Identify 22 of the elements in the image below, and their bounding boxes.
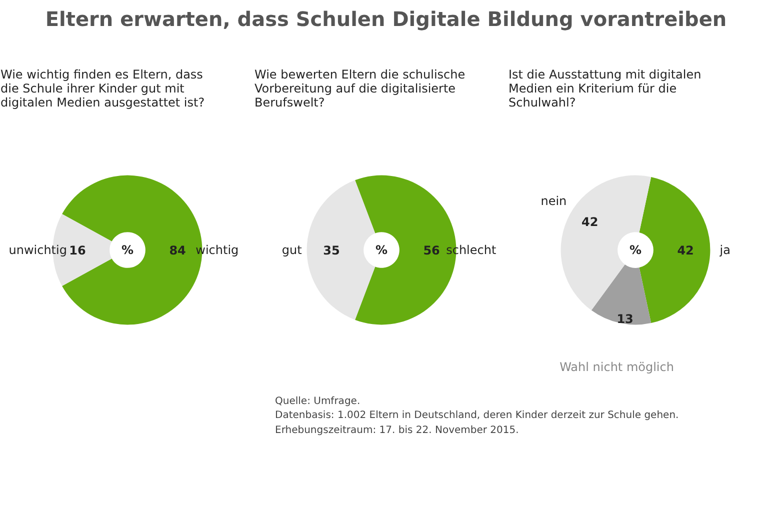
chart-title: Ist die Ausstattung mit digitalen Medien ein Kriterium für die Schulwahl? — [508, 68, 702, 110]
data-label: 56 — [423, 244, 440, 258]
text: % — [629, 243, 642, 257]
slice-label: nein — [540, 194, 567, 208]
source-note: Quelle: Umfrage. — [275, 396, 360, 407]
data-label: 42 — [581, 214, 598, 229]
text: Eltern erwarten, dass Schulen Digitale Bildung vorantreiben — [45, 6, 727, 33]
text: Datenbasis: 1.002 Eltern in Deutschland, deren Kinder derzeit zur Schule gehen. — [275, 410, 679, 422]
slice-label: gut — [282, 243, 302, 257]
chart-title: Wie wichtig finden es Eltern, dass die Schule ihrer Kinder gut mit digitalen Medien ausgestattet ist? — [0, 68, 205, 110]
text: % — [375, 243, 388, 257]
text: Erhebungszeitraum: 17. bis 22. November 2015. — [275, 424, 519, 436]
slice-label: Wahl nicht möglich — [560, 360, 674, 374]
data-label: 16 — [69, 244, 86, 258]
data-label: 84 — [169, 244, 186, 258]
data-label: 35 — [323, 244, 340, 258]
slice-label: ja — [718, 243, 730, 257]
text: % — [121, 243, 134, 257]
data-label: 42 — [677, 244, 694, 258]
slice-label: unwichtig — [8, 243, 67, 257]
chart-title: Wie bewerten Eltern die schulische Vorbereitung auf die digitalisierte Berufswelt? — [254, 68, 466, 110]
data-label: 13 — [616, 312, 634, 326]
